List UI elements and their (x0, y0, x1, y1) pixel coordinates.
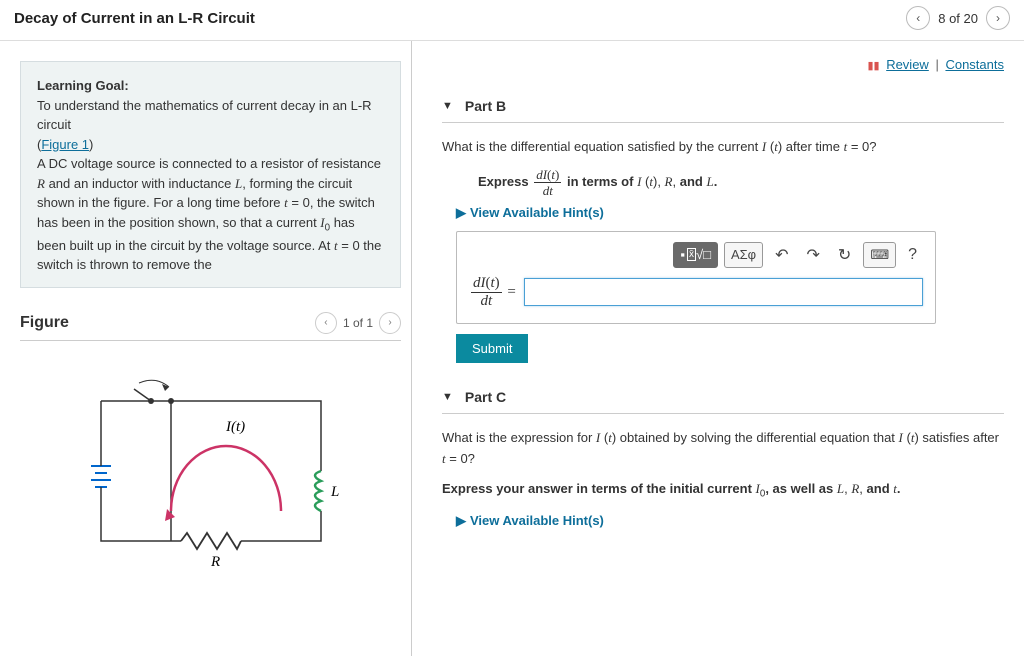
answer-lhs: dI(t)dt = (469, 276, 516, 309)
figure-header: Figure ‹ 1 of 1 › (20, 312, 401, 341)
next-button[interactable]: › (986, 6, 1010, 30)
circuit-diagram: I(t) L R (61, 371, 361, 574)
page-title: Decay of Current in an L-R Circuit (14, 10, 255, 27)
help-button[interactable]: ? (902, 242, 923, 268)
caret-down-icon: ▼ (442, 391, 453, 403)
figure-pager: ‹ 1 of 1 › (315, 312, 401, 334)
part-b: ▼ Part B What is the differential equati… (442, 94, 1004, 363)
part-c-question: What is the expression for I (t) obtaine… (442, 428, 1004, 470)
learning-goal-box: Learning Goal: To understand the mathema… (20, 61, 401, 288)
undo-button[interactable]: ↶ (769, 242, 794, 268)
flag-icon: ▮▮ (867, 60, 879, 72)
part-b-question: What is the differential equation satisf… (442, 137, 1004, 158)
figure-link[interactable]: Figure 1 (41, 137, 89, 152)
part-c: ▼ Part C What is the expression for I (t… (442, 385, 1004, 529)
part-b-title: Part B (465, 98, 506, 114)
header-nav: ‹ 8 of 20 › (906, 6, 1010, 30)
circuit-R-label: R (210, 554, 220, 570)
symbols-button[interactable]: ΑΣφ (724, 242, 763, 268)
caret-down-icon: ▼ (442, 100, 453, 112)
item-counter: 8 of 20 (938, 11, 978, 26)
part-b-hints[interactable]: ▶View Available Hint(s) (456, 205, 1004, 221)
figure-page: 1 of 1 (343, 316, 373, 330)
page-header: Decay of Current in an L-R Circuit ‹ 8 o… (0, 0, 1024, 41)
part-b-header[interactable]: ▼ Part B (442, 94, 1004, 123)
answer-row: dI(t)dt = (469, 276, 923, 309)
goal-text: To understand the mathematics of current… (37, 98, 372, 133)
left-panel: Learning Goal: To understand the mathema… (0, 41, 412, 656)
redo-button[interactable]: ↷ (801, 242, 826, 268)
figure-prev-button[interactable]: ‹ (315, 312, 337, 334)
answer-toolbar: ▪ x̄√□ ΑΣφ ↶ ↷ ↻ ⌨ ? (469, 242, 923, 268)
answer-input[interactable] (524, 278, 923, 306)
prev-button[interactable]: ‹ (906, 6, 930, 30)
keyboard-button[interactable]: ⌨ (863, 242, 896, 268)
templates-button[interactable]: ▪ x̄√□ (673, 242, 718, 268)
part-c-header[interactable]: ▼ Part C (442, 385, 1004, 414)
part-c-hints[interactable]: ▶View Available Hint(s) (456, 513, 1004, 529)
circuit-L-label: L (330, 484, 339, 500)
main-content: Learning Goal: To understand the mathema… (0, 41, 1024, 656)
top-links: ▮▮ Review | Constants (442, 57, 1004, 72)
submit-button[interactable]: Submit (456, 334, 528, 363)
figure-next-button[interactable]: › (379, 312, 401, 334)
circuit-I-label: I(t) (225, 419, 245, 435)
goal-label: Learning Goal: (37, 78, 129, 93)
part-c-instruction: Express your answer in terms of the init… (442, 479, 1004, 502)
part-b-instruction: Express dI(t)dt in terms of I (t), R, an… (478, 168, 1004, 197)
right-panel: ▮▮ Review | Constants ▼ Part B What is t… (412, 41, 1024, 656)
constants-link[interactable]: Constants (945, 57, 1004, 72)
figure-title: Figure (20, 314, 69, 332)
reset-button[interactable]: ↻ (832, 242, 857, 268)
review-link[interactable]: Review (886, 57, 929, 72)
part-b-answer-box: ▪ x̄√□ ΑΣφ ↶ ↷ ↻ ⌨ ? dI(t)dt = (456, 231, 936, 324)
part-c-title: Part C (465, 389, 506, 405)
